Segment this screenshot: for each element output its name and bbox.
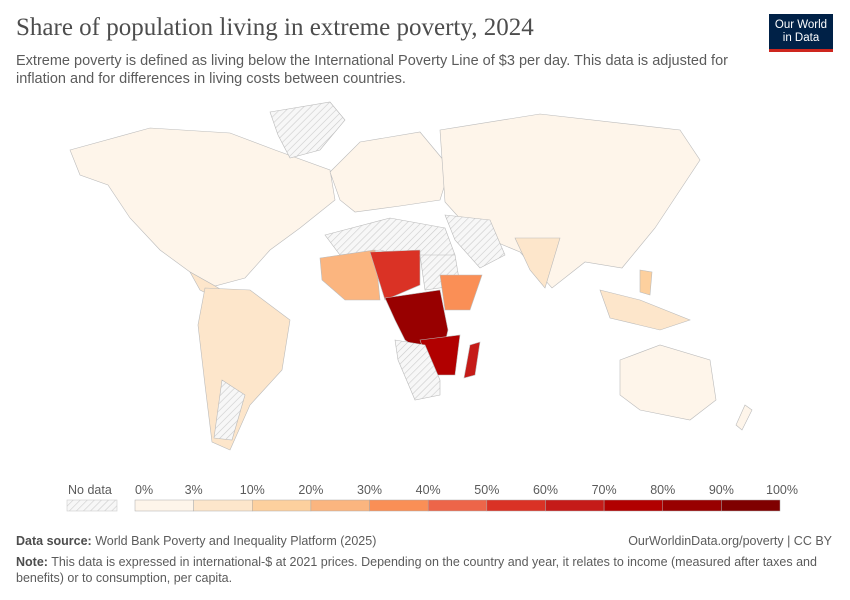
legend-nodata-swatch — [66, 499, 118, 512]
source-label: Data source: — [16, 534, 92, 548]
source-text: World Bank Poverty and Inequality Platfo… — [95, 534, 377, 548]
legend-tick-label: 60% — [533, 483, 558, 497]
legend-bin[interactable] — [252, 499, 312, 512]
region-australia[interactable] — [619, 344, 717, 421]
legend-tick-label: 80% — [650, 483, 675, 497]
logo-line1: Our World — [774, 19, 828, 31]
region-india[interactable] — [514, 237, 561, 289]
region-new-zealand[interactable] — [735, 404, 753, 431]
region-west-africa[interactable] — [319, 249, 381, 301]
legend-nodata-label: No data — [68, 483, 112, 497]
url-link[interactable]: OurWorldinData.org/poverty | CC BY — [628, 534, 832, 548]
region-middle-east-nodata[interactable] — [444, 214, 506, 269]
region-sahel[interactable] — [369, 249, 421, 301]
legend-bin[interactable] — [369, 499, 429, 512]
chart-title: Share of population living in extreme po… — [16, 14, 534, 41]
note: Note: This data is expressed in internat… — [16, 554, 831, 586]
logo-line2: in Data — [782, 32, 820, 44]
region-philippines[interactable] — [639, 269, 653, 296]
legend-bin[interactable] — [721, 499, 781, 512]
legend-tick-label: 100% — [766, 483, 798, 497]
legend-tick-label: 30% — [357, 483, 382, 497]
region-madagascar[interactable] — [463, 341, 481, 379]
legend-bin[interactable] — [662, 499, 722, 512]
legend-tick-label: 70% — [592, 483, 617, 497]
region-east-africa[interactable] — [439, 274, 483, 311]
owid-logo[interactable]: Our World in Data — [769, 14, 833, 52]
legend-tick-label: 3% — [185, 483, 203, 497]
legend-bin[interactable] — [486, 499, 546, 512]
legend-bin[interactable] — [310, 499, 370, 512]
region-greenland[interactable] — [269, 101, 346, 159]
legend-bin[interactable] — [603, 499, 663, 512]
legend: No data 0% 3% 10% 20% 30% 40% 50% 60% 70% 80% 90% 1… — [66, 483, 798, 512]
region-southern-africa[interactable] — [394, 339, 441, 401]
region-southeast-asia[interactable] — [599, 289, 691, 331]
legend-bin[interactable] — [134, 499, 194, 512]
legend-tick-label: 90% — [709, 483, 734, 497]
region-north-america[interactable] — [69, 127, 336, 287]
legend-bin[interactable] — [193, 499, 253, 512]
legend-bin[interactable] — [545, 499, 605, 512]
source-line: Data source: World Bank Poverty and Ineq… — [16, 534, 376, 548]
legend-tick-label: 0% — [135, 483, 153, 497]
legend-tick-label: 10% — [240, 483, 265, 497]
legend-tick-label: 40% — [416, 483, 441, 497]
legend-bin[interactable] — [427, 499, 488, 512]
chart-subtitle: Extreme poverty is defined as living bel… — [16, 53, 728, 87]
note-text: This data is expressed in international-… — [16, 555, 817, 585]
legend-tick-label: 20% — [298, 483, 323, 497]
region-europe[interactable] — [329, 131, 451, 213]
note-label: Note: — [16, 555, 48, 569]
region-south-america[interactable] — [197, 287, 291, 451]
legend-tick-label: 50% — [474, 483, 499, 497]
region-south-america-nodata[interactable] — [213, 379, 246, 441]
